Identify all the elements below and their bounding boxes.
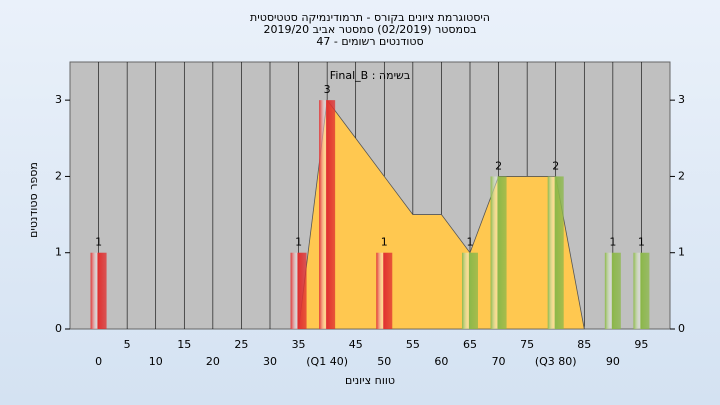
bar: [319, 100, 336, 330]
x-tick-label: 90: [606, 355, 620, 368]
x-tick-label: (Q1 40): [306, 355, 348, 368]
y-tick-label: 2: [678, 169, 685, 182]
x-tick-label: 65: [463, 338, 477, 351]
bar: [462, 252, 478, 329]
y-tick-label: 0: [55, 322, 62, 335]
x-tick-label: 55: [406, 338, 420, 351]
bar: [90, 252, 107, 329]
bar: [633, 252, 650, 329]
bar: [604, 252, 621, 329]
x-tick-label: 95: [634, 338, 648, 351]
x-tick-label: 70: [492, 355, 506, 368]
bar: [547, 176, 564, 329]
title-line: בסמסטר (02/2019) סמסטר אביב 2019/20: [263, 23, 476, 36]
data-label: 3: [324, 83, 331, 96]
y-tick-label: 1: [678, 246, 685, 259]
data-label: 1: [638, 236, 645, 249]
x-tick-label: 75: [520, 338, 534, 351]
bar: [376, 252, 393, 329]
x-tick-label: 30: [263, 355, 277, 368]
x-axis-label: טווח ציונים: [345, 374, 395, 387]
title-line: סטודנטים רשומים - 47: [316, 35, 423, 48]
x-tick-label: 35: [292, 338, 306, 351]
data-label: 2: [552, 159, 559, 172]
x-tick-label: 85: [577, 338, 591, 351]
annotation: Final_B : בשימה: [330, 69, 410, 82]
bar: [490, 176, 507, 329]
x-tick-label: 5: [124, 338, 131, 351]
y-tick-label: 2: [55, 169, 62, 182]
data-label: 1: [609, 236, 616, 249]
y-tick-label: 3: [678, 93, 685, 106]
x-tick-label: 25: [234, 338, 248, 351]
x-tick-label: 45: [349, 338, 363, 351]
x-tick-label: 10: [149, 355, 163, 368]
x-tick-label: (Q3 80): [535, 355, 577, 368]
y-tick-label: 1: [55, 246, 62, 259]
x-tick-label: 0: [95, 355, 102, 368]
x-tick-label: 15: [177, 338, 191, 351]
data-label: 2: [495, 159, 502, 172]
y-tick-label: 0: [678, 322, 685, 335]
data-label: 1: [95, 236, 102, 249]
x-tick-label: 50: [377, 355, 391, 368]
y-axis-label: מספר סטודנטים: [27, 162, 40, 238]
data-label: 1: [467, 236, 474, 249]
x-tick-label: 60: [434, 355, 448, 368]
data-label: 1: [295, 236, 302, 249]
title-line: היסטוגרמת ציונים בקורס - תרמודינמיקה סטט…: [250, 11, 490, 24]
data-label: 1: [381, 236, 388, 249]
y-tick-label: 3: [55, 93, 62, 106]
bar: [290, 252, 307, 329]
x-tick-label: 20: [206, 355, 220, 368]
